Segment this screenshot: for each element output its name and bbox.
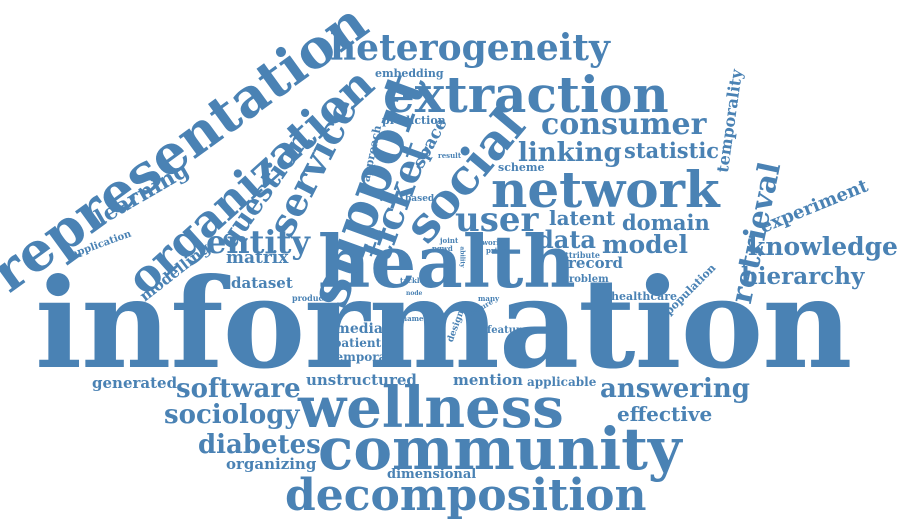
word-temporal: temporal (330, 350, 391, 364)
word-answering: answering (600, 374, 750, 404)
word-node: node (406, 290, 423, 297)
word-media: media (335, 321, 383, 337)
word-feature: feature (487, 325, 528, 336)
word-attribute: attribute (560, 250, 601, 260)
word-entity: entity (206, 223, 310, 261)
word-scheme: scheme (498, 161, 545, 174)
word-domain: domain (622, 210, 710, 235)
word-user: user (455, 200, 539, 240)
word-network: network (491, 160, 720, 219)
word-software: software (176, 374, 301, 404)
word-linking: linking (518, 138, 622, 168)
word-health: health (318, 219, 576, 304)
word-knowledge: knowledge (748, 232, 898, 261)
word-healthcare: healthcare (611, 290, 677, 303)
word-ability: ability (458, 246, 466, 268)
word-based: based (405, 194, 435, 204)
word-unstructured: unstructured (306, 371, 417, 389)
word-embedding: embedding (375, 67, 444, 80)
word-effective: effective (617, 402, 713, 426)
word-many: many (478, 294, 500, 303)
word-dataset: dataset (231, 274, 293, 292)
word-pgwd: pgwd (432, 244, 453, 253)
word-diabetes: diabetes (198, 430, 321, 460)
word-organizing: organizing (226, 455, 317, 473)
word-model: model (602, 230, 689, 259)
word-joint: joint (440, 236, 459, 245)
word-problem: problem (562, 274, 609, 285)
word-temporality: temporality (712, 68, 747, 174)
word-hierarchy: hierarchy (741, 263, 865, 290)
word-applicable: applicable (527, 375, 597, 389)
word-extraction: extraction (383, 65, 669, 124)
word-product: product (292, 293, 328, 303)
word-dimensional: dimensional (387, 467, 477, 482)
word-community: community (318, 415, 682, 483)
word-generated: generated (92, 374, 178, 392)
word-prediction: prediction (382, 114, 446, 127)
word-decomposition: decomposition (285, 470, 647, 521)
word-information: information (35, 252, 852, 397)
word-statistic: statistic (624, 138, 720, 163)
word-mention: mention (453, 371, 523, 389)
word-world: world (482, 238, 504, 247)
word-patient: patient (333, 336, 382, 350)
word-data: data (537, 225, 596, 254)
word-prior: prior (486, 246, 506, 255)
word-heterogeneity: heterogeneity (330, 27, 610, 69)
word-record: record (568, 254, 623, 272)
word-sociology: sociology (164, 400, 300, 430)
word-tackle: tackle (400, 276, 424, 285)
word-matrix: matrix (226, 248, 289, 268)
word-wellness: wellness (298, 375, 564, 441)
word-latent: latent (549, 206, 616, 230)
word-name: name (402, 314, 424, 323)
word-result: result (438, 151, 462, 160)
word-consumer: consumer (541, 107, 707, 142)
